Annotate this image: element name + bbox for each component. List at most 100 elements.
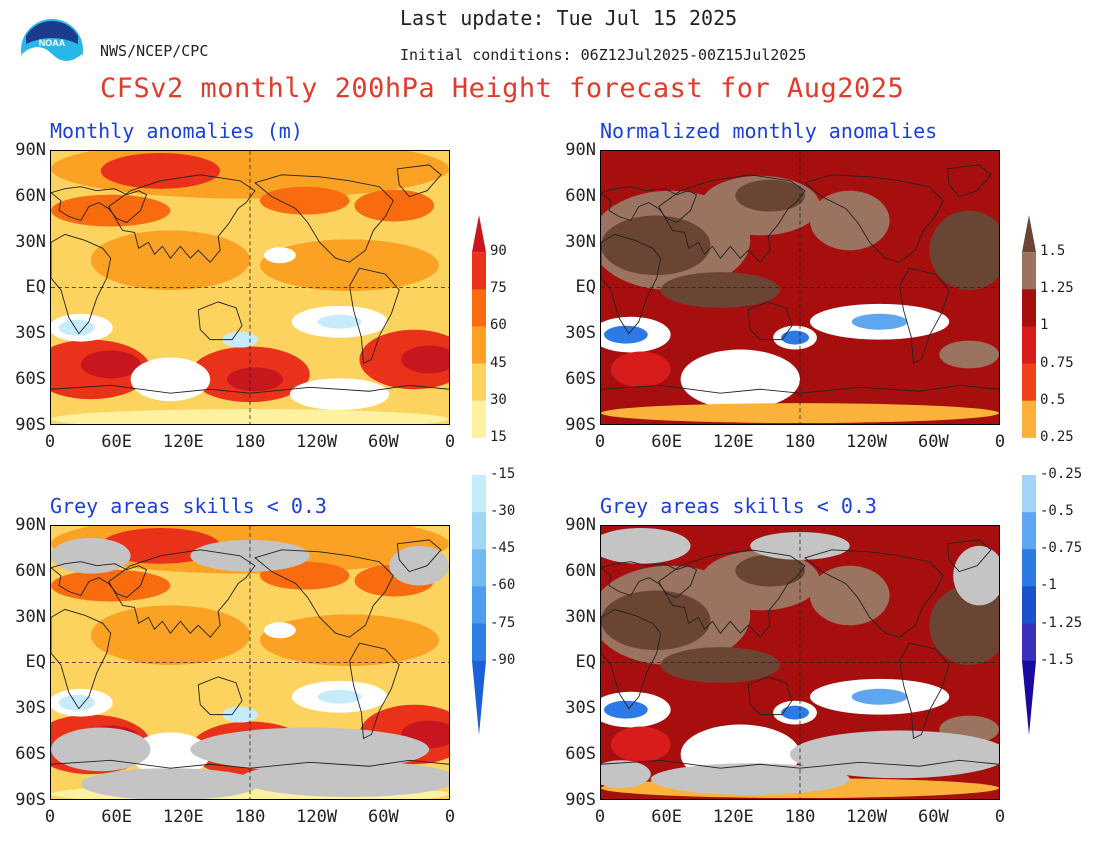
anomaly-max — [735, 554, 805, 587]
colorbar-swatch — [472, 437, 486, 476]
colorbar-swatch — [472, 586, 486, 625]
negative-anomaly — [603, 700, 648, 719]
colorbar-label: -0.75 — [1040, 540, 1083, 557]
lat-tick-label: 90S — [15, 789, 46, 810]
coastline-samerica — [349, 267, 400, 365]
lat-tick-label: 90S — [565, 789, 596, 810]
lon-tick-label: 180 — [234, 432, 266, 452]
colorbar-label: 0.25 — [1040, 428, 1074, 445]
anomaly-neutral — [289, 378, 390, 411]
anomaly-region — [809, 190, 890, 251]
colorbar-label: 90 — [490, 243, 507, 260]
panel-title-2: Normalized monthly anomalies — [600, 119, 938, 143]
coastline-greenland — [946, 539, 992, 573]
coastline-samerica — [349, 642, 400, 740]
anomaly-neutral — [263, 622, 296, 639]
low-skill-mask — [389, 545, 449, 586]
lat-tick-label: EQ — [575, 277, 596, 298]
colorbar-normalized — [1020, 215, 1060, 735]
coastline-antarctica — [601, 759, 999, 769]
colorbar-swatch — [472, 363, 486, 402]
lat-tick-label: EQ — [575, 652, 596, 673]
map-monthly-anomalies — [50, 150, 450, 425]
negative-anomaly — [58, 319, 95, 336]
anomaly-neutral — [130, 357, 211, 402]
noaa-logo: NOAA — [20, 18, 84, 88]
low-skill-mask — [51, 727, 151, 772]
anomaly-region — [259, 614, 440, 666]
anomaly-max — [80, 350, 141, 379]
lon-tick-label: 60E — [101, 807, 133, 827]
colorbar-label: 75 — [490, 280, 507, 297]
coastline-samerica — [899, 267, 950, 365]
low-skill-mask — [601, 760, 651, 789]
panel-title-4: Grey areas skills < 0.3 — [600, 494, 877, 518]
low-skill-mask — [750, 531, 850, 560]
colorbar-swatch — [1022, 363, 1036, 402]
lat-tick-label: 60N — [565, 560, 596, 581]
negative-anomaly — [317, 689, 362, 704]
anomaly-max — [929, 585, 999, 665]
init-conditions: Initial conditions: 06Z12Jul2025-00Z15Ju… — [400, 46, 807, 64]
panel-title-1: Monthly anomalies (m) — [50, 119, 303, 143]
lon-tick-label: 120W — [296, 432, 338, 452]
colorbar-label: -90 — [490, 651, 516, 668]
low-skill-mask — [650, 763, 850, 796]
coastline-namerica — [254, 174, 394, 263]
coastline-namerica — [804, 174, 944, 263]
anomaly-region — [610, 351, 671, 388]
lon-tick-label: 0 — [594, 432, 606, 452]
anomaly-region — [809, 565, 890, 626]
coastline-africa — [51, 233, 112, 335]
coastline-australia — [747, 676, 793, 716]
colorbar-arrow-top — [472, 215, 486, 253]
lat-tick-label: 90S — [565, 414, 596, 435]
anomaly-max — [929, 210, 999, 290]
colorbar-swatch — [1022, 623, 1036, 662]
colorbar-label: 30 — [490, 391, 507, 408]
colorbar-swatch — [472, 289, 486, 327]
lon-tick-label: 120E — [712, 807, 754, 827]
map-skill-masked-anomalies — [50, 525, 450, 800]
colorbar-label: -0.5 — [1040, 503, 1074, 520]
lon-tick-label: 180 — [234, 807, 266, 827]
colorbar-label: 60 — [490, 317, 507, 334]
coastline-africa — [51, 608, 112, 710]
negative-anomaly — [58, 694, 95, 711]
coastline-europe — [601, 186, 698, 223]
colorbar-label: 1.25 — [1040, 280, 1074, 297]
lon-tick-label: 120E — [162, 807, 204, 827]
low-skill-mask — [953, 545, 999, 606]
lon-tick-label: 120W — [846, 432, 888, 452]
panel-title-3: Grey areas skills < 0.3 — [50, 494, 327, 518]
anomaly-max — [660, 272, 781, 308]
anomaly-max — [601, 590, 711, 651]
colorbar-swatch — [1022, 475, 1036, 513]
low-skill-mask — [51, 537, 131, 574]
coastline-namerica — [254, 549, 394, 638]
colorbar-label: -60 — [490, 577, 516, 594]
map-skill-masked-normalized — [600, 525, 1000, 800]
colorbar-label: 45 — [490, 354, 507, 371]
anomaly-region — [259, 239, 440, 291]
lon-tick-label: 0 — [594, 807, 606, 827]
anomaly-max — [660, 647, 781, 683]
lat-tick-label: 30S — [15, 698, 46, 719]
coastline-australia — [197, 301, 243, 341]
anomaly-max — [735, 179, 805, 212]
anomaly-neutral — [263, 247, 296, 264]
anomaly-max — [100, 152, 221, 189]
low-skill-mask — [80, 768, 260, 799]
lat-tick-label: 90N — [565, 140, 596, 160]
coastline-greenland — [946, 164, 992, 198]
last-update: Last update: Tue Jul 15 2025 — [400, 6, 738, 30]
anomaly-region — [90, 605, 250, 665]
colorbar-label: 0.5 — [1040, 391, 1066, 408]
colorbar-label: -30 — [490, 503, 516, 520]
negative-anomaly — [222, 331, 258, 348]
coastline-greenland — [396, 539, 442, 573]
colorbar-label: 1 — [1040, 317, 1049, 334]
colorbar-swatch — [472, 252, 486, 290]
coastline-asia — [658, 549, 806, 638]
lat-tick-label: 30N — [15, 606, 46, 627]
